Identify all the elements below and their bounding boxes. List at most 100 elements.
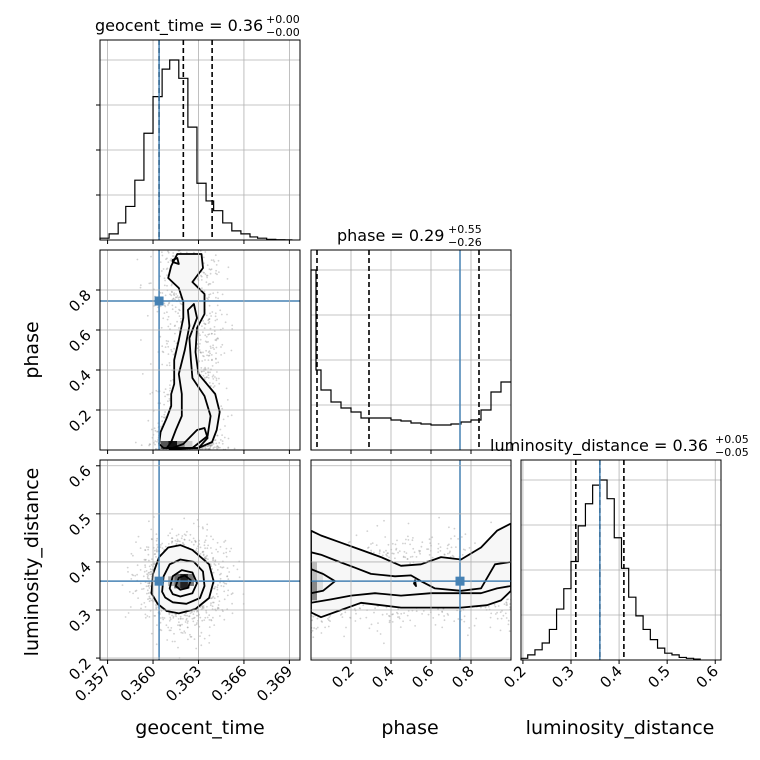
panel-geocent-time-vs-phase-sample-point — [163, 403, 166, 406]
panel-geocent-time-vs-luminosity-distance-sample-point — [221, 566, 224, 569]
panel-geocent-time-vs-luminosity-distance-sample-point — [231, 592, 234, 595]
panel-geocent-time-vs-luminosity-distance-sample-point — [145, 558, 147, 561]
panel-geocent-time-vs-luminosity-distance-sample-point — [188, 615, 191, 618]
panel-phase-vs-luminosity-distance-sample-point — [406, 614, 409, 617]
panel-geocent-time-vs-phase-sample-point — [200, 352, 203, 354]
panel-geocent-time-vs-luminosity-distance-sample-point — [206, 616, 209, 619]
panel-phase-vs-luminosity-distance-sample-point — [316, 626, 319, 629]
panel-geocent-time-vs-phase-sample-point — [219, 428, 222, 431]
panel-geocent-time-vs-phase-sample-point — [149, 282, 152, 284]
panel-geocent-time-vs-luminosity-distance-sample-point — [175, 534, 178, 537]
panel-geocent-time-vs-luminosity-distance-sample-point — [180, 617, 182, 620]
panel-geocent-time-vs-luminosity-distance-sample-point — [146, 573, 149, 576]
panel-geocent-time-vs-luminosity-distance-sample-point — [203, 619, 206, 621]
panel-geocent-time-vs-phase-sample-point — [148, 282, 151, 285]
panel-geocent-time-vs-phase-sample-point — [203, 290, 206, 293]
panel-phase-vs-luminosity-distance-sample-point — [359, 607, 362, 610]
panel-geocent-time-vs-luminosity-distance-sample-point — [150, 571, 153, 573]
panel-geocent-time-vs-luminosity-distance-sample-point — [139, 547, 142, 549]
panel-geocent-time-vs-luminosity-distance-sample-point — [216, 607, 219, 610]
panel-geocent-time-vs-luminosity-distance-sample-point — [214, 564, 217, 566]
panel-geocent-time-vs-phase-sample-point — [221, 407, 224, 410]
panel-geocent-time-vs-luminosity-distance-sample-point — [171, 614, 174, 617]
panel-geocent-time-vs-luminosity-distance-sample-point — [148, 595, 151, 598]
panel-geocent-time-vs-luminosity-distance-sample-point — [176, 540, 179, 543]
panel-phase-vs-luminosity-distance-sample-point — [507, 623, 510, 626]
panel-geocent-time-vs-luminosity-distance-sample-point — [150, 538, 153, 540]
panel-geocent-time-vs-phase-sample-point — [212, 443, 215, 445]
panel-geocent-time-vs-phase-sample-point — [161, 251, 163, 254]
panel-geocent-time-vs-luminosity-distance-sample-point — [232, 564, 235, 567]
panel-geocent-time-vs-luminosity-distance-sample-point — [193, 616, 196, 619]
panel-geocent-time-vs-luminosity-distance-sample-point — [167, 626, 170, 629]
panel-geocent-time-vs-luminosity-distance-sample-point — [177, 646, 179, 649]
panel-geocent-time-vs-luminosity-distance-sample-point — [143, 570, 146, 573]
panel-geocent-time-vs-phase-sample-point — [201, 287, 203, 289]
panel-geocent-time-vs-phase-sample-point — [215, 377, 218, 380]
panel-phase-vs-luminosity-distance-sample-point — [451, 554, 454, 557]
panel-geocent-time-vs-luminosity-distance-sample-point — [186, 530, 188, 533]
panel-geocent-time-vs-luminosity-distance-sample-point — [155, 607, 158, 610]
panel-geocent-time-vs-luminosity-distance-sample-point — [223, 590, 226, 593]
panel-phase-vs-luminosity-distance-sample-point — [395, 547, 398, 550]
panel-geocent-time-vs-phase-sample-point — [163, 277, 166, 280]
panel-phase-vs-luminosity-distance-density-cell — [311, 581, 317, 601]
panel-geocent-time-vs-luminosity-distance-sample-point — [212, 538, 215, 541]
panel-geocent-time-vs-phase-sample-point — [161, 254, 164, 257]
panel-geocent-time-vs-phase-sample-point — [172, 252, 175, 254]
panel-phase-vs-luminosity-distance-sample-point — [446, 547, 449, 550]
panel-phase-vs-luminosity-distance-sample-point — [439, 546, 442, 548]
panel-geocent-time-vs-luminosity-distance-sample-point — [225, 582, 228, 585]
panel-phase-vs-luminosity-distance-sample-point — [378, 550, 381, 553]
panel-phase-vs-luminosity-distance-sample-point — [394, 543, 397, 546]
panel-phase-vs-luminosity-distance-sample-point — [320, 620, 323, 623]
panel-geocent-time-vs-luminosity-distance-sample-point — [150, 573, 153, 576]
panel-phase-vs-luminosity-distance-sample-point — [448, 551, 451, 554]
panel-geocent-time-vs-phase-sample-point — [202, 331, 204, 334]
panel-geocent-time-vs-luminosity-distance-sample-point — [148, 581, 151, 584]
panel-phase-vs-luminosity-distance-sample-point — [376, 630, 379, 632]
panel-geocent-time-vs-luminosity-distance-sample-point — [177, 624, 179, 627]
panel-geocent-time-vs-luminosity-distance-sample-point — [147, 592, 150, 595]
panel-phase-vs-luminosity-distance-sample-point — [427, 613, 430, 616]
panel-geocent-time-vs-luminosity-distance-sample-point — [145, 585, 148, 588]
panel-geocent-time-vs-luminosity-distance-sample-point — [168, 612, 171, 614]
panel-phase-vs-luminosity-distance-sample-point — [455, 546, 457, 548]
panel-geocent-time-vs-phase-sample-point — [198, 349, 201, 351]
title-phase-lower: −0.26 — [448, 236, 482, 249]
panel-phase-vs-luminosity-distance-density-cell — [311, 561, 317, 582]
panel-geocent-time-vs-phase-sample-point — [207, 283, 210, 286]
panel-geocent-time-vs-luminosity-distance-sample-point — [143, 602, 146, 604]
panel-geocent-time-vs-phase-sample-point — [221, 442, 224, 445]
panel-geocent-time-vs-phase-sample-point — [215, 352, 218, 354]
panel-geocent-time-vs-phase-sample-point — [217, 361, 220, 364]
panel-geocent-time-vs-phase-sample-point — [203, 256, 205, 259]
panel-geocent-time-vs-luminosity-distance-sample-point — [149, 573, 152, 576]
panel-geocent-time-vs-luminosity-distance-sample-point — [171, 537, 174, 540]
panel-geocent-time-vs-luminosity-distance-sample-point — [155, 548, 158, 550]
panel-phase-vs-luminosity-distance-sample-point — [411, 539, 414, 542]
panel-phase-vs-luminosity-distance-sample-point — [316, 617, 319, 620]
panel-geocent-time-vs-phase-density-cell — [184, 441, 193, 449]
panel-geocent-time-vs-phase-sample-point — [207, 322, 210, 324]
panel-phase-vs-luminosity-distance-sample-point — [391, 552, 394, 555]
panel-phase-vs-luminosity-distance-sample-point — [474, 542, 476, 544]
panel-geocent-time-vs-phase-sample-point — [164, 279, 167, 282]
panel-geocent-time-vs-phase-sample-point — [222, 418, 225, 421]
panel-geocent-time-vs-phase-sample-point — [205, 281, 208, 284]
panel-geocent-time-vs-phase-sample-point — [153, 427, 156, 430]
panel-geocent-time-vs-luminosity-distance-sample-point — [206, 554, 208, 557]
panel-phase-vs-luminosity-distance-sample-point — [343, 635, 345, 638]
panel-geocent-time-vs-luminosity-distance-sample-point — [225, 547, 228, 550]
panel-phase-vs-luminosity-distance-sample-point — [379, 549, 381, 551]
panel-geocent-time-vs-phase-sample-point — [216, 318, 219, 321]
panel-phase-vs-luminosity-distance-sample-point — [344, 611, 347, 614]
panel-geocent-time-vs-phase-sample-point — [210, 268, 213, 270]
panel-geocent-time-vs-phase-sample-point — [165, 340, 168, 342]
panel-geocent-time-vs-phase-sample-point — [208, 350, 211, 352]
panel-geocent-time-vs-luminosity-distance-sample-point — [194, 541, 197, 543]
panel-geocent-time-vs-phase-sample-point — [204, 372, 207, 375]
panel-phase-vs-luminosity-distance-sample-point — [500, 617, 503, 620]
panel-geocent-time-vs-luminosity-distance-sample-point — [177, 618, 180, 620]
panel-geocent-time-vs-luminosity-distance-sample-point — [148, 559, 150, 562]
